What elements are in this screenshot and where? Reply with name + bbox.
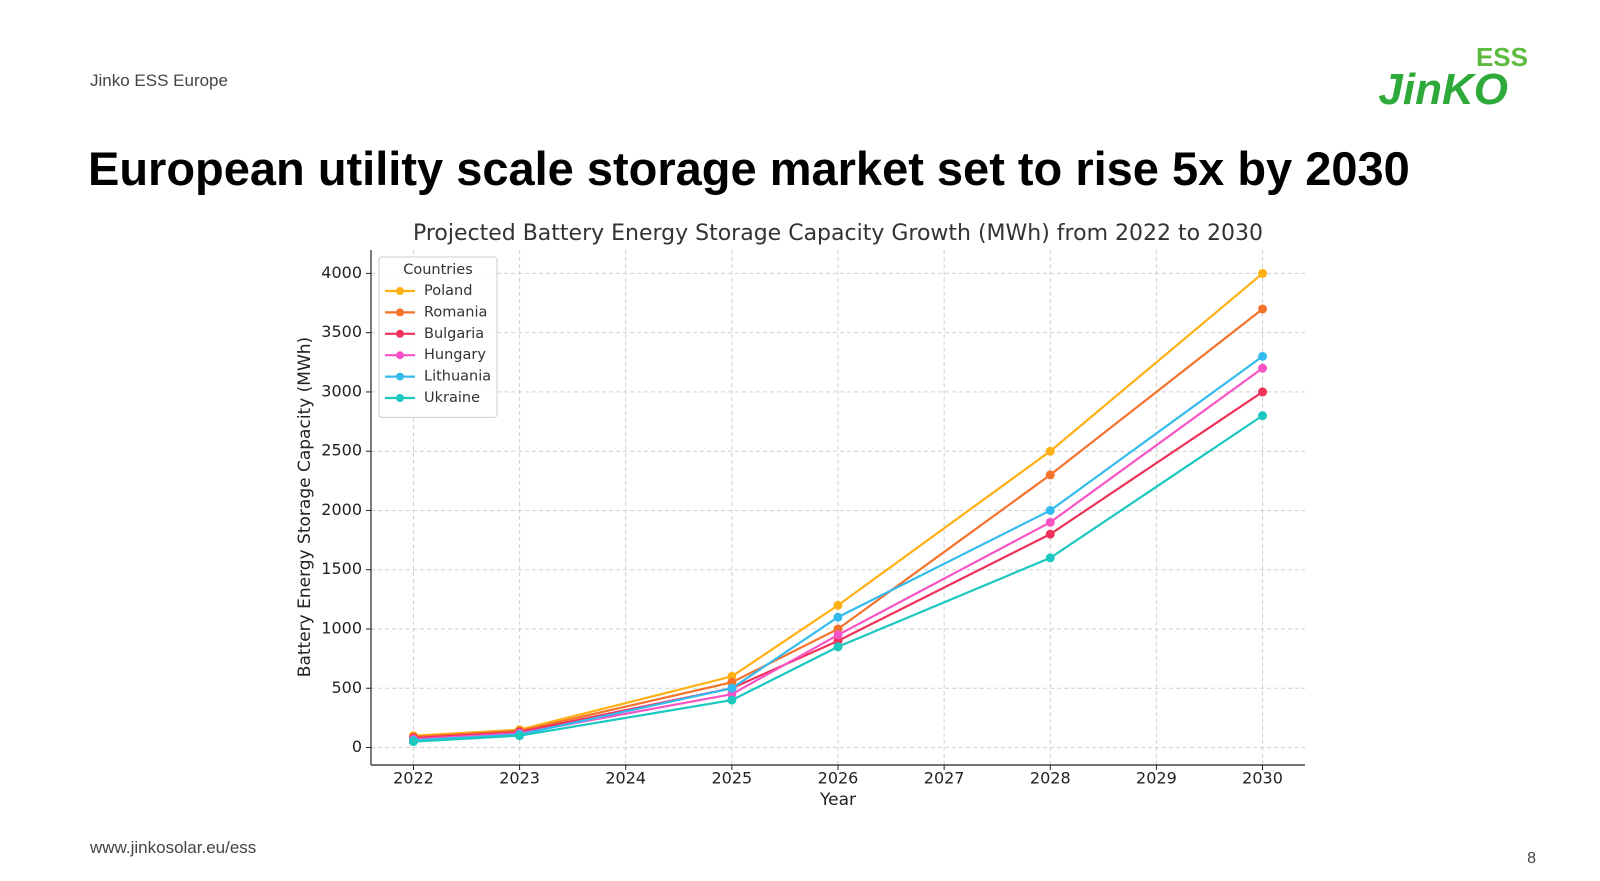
- data-point: [408, 737, 418, 747]
- plot: 0 500 1000 1500 2000 2500 3000 3500 4000 2022 2023…: [321, 250, 1305, 788]
- logo-ess: ESS: [1476, 42, 1528, 72]
- legend-marker: [396, 351, 404, 360]
- logo-jinko: JinKO: [1378, 65, 1508, 114]
- data-point: [1045, 553, 1055, 563]
- chart-title: Projected Battery Energy Storage Capacit…: [413, 221, 1263, 246]
- y-tick-label: 2000: [321, 500, 362, 519]
- series-line: [413, 355, 1264, 742]
- legend-label: Poland: [424, 283, 472, 299]
- data-point: [1258, 411, 1268, 421]
- x-tick-label: 2025: [712, 769, 753, 788]
- x-axis-label: Year: [819, 790, 856, 810]
- legend-title: Countries: [403, 262, 473, 278]
- legend-marker: [396, 372, 404, 381]
- company-name: Jinko ESS Europe: [90, 71, 228, 90]
- data-point: [833, 600, 843, 610]
- data-point: [1045, 529, 1055, 539]
- data-point: [1258, 304, 1268, 314]
- x-tick-label: 2030: [1242, 769, 1283, 788]
- series-line: [413, 367, 1264, 741]
- slide-title: European utility scale storage market se…: [88, 142, 1410, 195]
- data-point: [1045, 517, 1055, 527]
- footer-url: www.jinkosolar.eu/ess: [89, 838, 256, 857]
- legend-marker: [396, 329, 404, 338]
- x-tick-label: 2026: [818, 769, 859, 788]
- legend-marker: [396, 287, 404, 295]
- y-tick-label: 3000: [321, 381, 362, 400]
- y-tick-label: 1000: [321, 618, 362, 637]
- x-tick-label: 2022: [393, 769, 434, 788]
- y-tick-label: 2500: [321, 441, 362, 460]
- y-tick-label: 1500: [321, 559, 362, 578]
- x-tick-label: 2024: [605, 769, 646, 788]
- series-line: [413, 272, 1264, 737]
- x-tick-label: 2028: [1030, 769, 1071, 788]
- x-tick-label: 2027: [924, 769, 965, 788]
- data-point: [1045, 446, 1055, 456]
- legend-label: Ukraine: [424, 390, 480, 406]
- data-point: [833, 612, 843, 622]
- x-tick-label: 2029: [1136, 769, 1177, 788]
- data-point: [727, 695, 737, 705]
- data-point: [1258, 363, 1268, 373]
- y-tick-label: 500: [331, 678, 362, 697]
- data-point: [515, 731, 525, 741]
- legend-label: Hungary: [424, 347, 486, 363]
- legend-marker: [396, 394, 404, 402]
- data-point: [833, 630, 843, 640]
- legend-label: Bulgaria: [424, 326, 484, 342]
- legend-marker: [396, 308, 404, 317]
- x-tick-label: 2023: [499, 769, 540, 788]
- legend-label: Lithuania: [424, 369, 491, 385]
- data-point: [1045, 470, 1055, 480]
- y-tick-label: 3500: [321, 322, 362, 341]
- page-number: 8: [1527, 850, 1536, 867]
- data-point: [1258, 351, 1268, 361]
- data-point: [833, 642, 843, 652]
- y-tick-label: 0: [352, 737, 362, 756]
- data-point: [1258, 268, 1268, 278]
- y-tick-label: 4000: [321, 263, 362, 282]
- legend-label: Romania: [424, 304, 487, 320]
- data-point: [727, 683, 737, 693]
- series-line: [413, 414, 1264, 743]
- series-line: [413, 308, 1264, 738]
- y-axis-label: Battery Energy Storage Capacity (MWh): [295, 337, 315, 677]
- data-point: [1045, 505, 1055, 515]
- data-point: [1258, 387, 1268, 397]
